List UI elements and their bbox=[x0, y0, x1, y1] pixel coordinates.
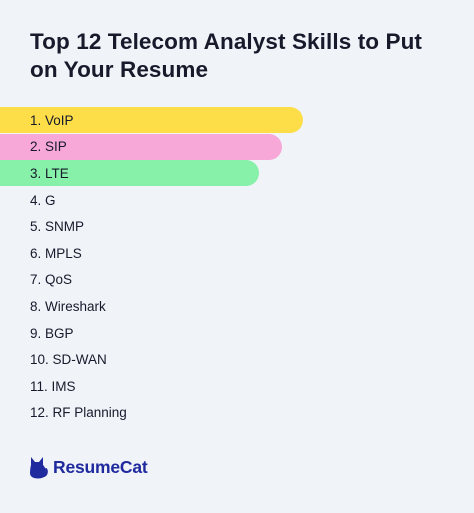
skill-item: 2. SIP bbox=[0, 133, 282, 160]
skill-item: 5. SNMP bbox=[30, 219, 85, 235]
skill-item: 10. SD-WAN bbox=[30, 352, 107, 368]
skill-item: 8. Wireshark bbox=[30, 298, 106, 314]
cat-icon bbox=[28, 455, 48, 479]
skill-item: 11. IMS bbox=[30, 378, 76, 394]
skill-item: 4. G bbox=[30, 192, 56, 208]
skill-item: 3. LTE bbox=[0, 160, 260, 187]
skill-item: 6. MPLS bbox=[30, 245, 82, 261]
skill-item: 7. QoS bbox=[30, 272, 73, 288]
brand-name: ResumeCat bbox=[53, 456, 148, 477]
skills-list: 1. VoIP 2. SIP 3. LTE 4. G 5. SNMP 6. MPLS 7. … bbox=[0, 107, 474, 426]
skill-item: 12. RF Planning bbox=[30, 405, 127, 421]
page-title: Top 12 Telecom Analyst Skills to Put on … bbox=[30, 29, 423, 82]
skill-item: 1. VoIP bbox=[0, 107, 304, 133]
brand-logo: ResumeCat bbox=[28, 455, 148, 479]
skill-item: 9. BGP bbox=[30, 325, 74, 341]
